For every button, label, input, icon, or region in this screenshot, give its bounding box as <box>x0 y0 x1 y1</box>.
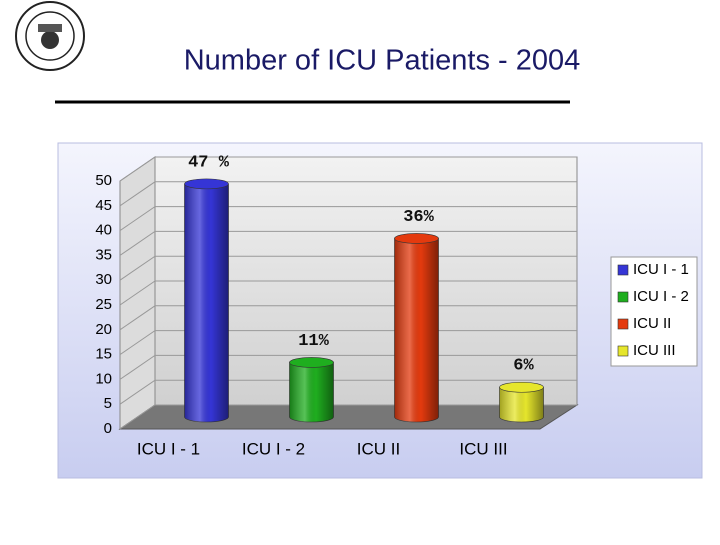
y-tick-label: 45 <box>95 197 112 214</box>
legend-label: ICU I - 1 <box>633 261 689 278</box>
bar-shade <box>184 183 229 422</box>
x-tick-label: ICU II <box>357 439 400 458</box>
legend-swatch <box>617 264 629 276</box>
y-tick-label: 35 <box>95 246 112 263</box>
bar-top <box>499 381 544 393</box>
y-tick-label: 40 <box>95 222 112 239</box>
y-tick-label: 10 <box>95 370 112 387</box>
x-tick-label: ICU I - 2 <box>242 439 305 458</box>
legend-swatch <box>617 318 629 330</box>
legend-label: ICU III <box>633 342 676 359</box>
value-label: 36% <box>403 208 434 227</box>
grid-line <box>119 181 577 207</box>
legend-label: ICU II <box>633 315 671 332</box>
value-label: 47 % <box>188 153 230 172</box>
legend-label: ICU I - 2 <box>633 288 689 305</box>
value-label: 11% <box>298 332 329 351</box>
bar-top <box>394 233 439 244</box>
y-tick-label: 50 <box>95 172 112 189</box>
y-tick-label: 30 <box>95 271 112 288</box>
bar <box>289 357 334 423</box>
y-tick-label: 25 <box>95 296 112 313</box>
y-tick-label: 15 <box>95 346 112 363</box>
legend-swatch <box>617 345 629 357</box>
bar-shade <box>289 362 334 422</box>
bar <box>184 178 229 423</box>
value-label: 6% <box>513 357 534 376</box>
y-tick-label: 20 <box>95 321 112 338</box>
bar <box>499 381 544 423</box>
bar-shade <box>394 238 439 422</box>
x-tick-label: ICU III <box>459 439 507 458</box>
grid-line <box>119 156 577 182</box>
bar-shade <box>499 387 544 422</box>
grid-line <box>119 230 577 256</box>
legend-swatch <box>617 291 629 303</box>
grid-line <box>119 206 577 232</box>
y-tick-label: 0 <box>104 420 112 437</box>
bar-top <box>289 357 334 368</box>
x-tick-label: ICU I - 1 <box>137 439 200 458</box>
bar-top <box>184 178 229 190</box>
logo <box>15 1 85 71</box>
bar <box>394 233 439 423</box>
y-tick-label: 5 <box>104 395 112 412</box>
slide-title: Number of ICU Patients - 2004 <box>184 45 581 77</box>
plot: 0 5 10 15 20 25 30 35 40 45 50 ICU I - 1 47 % ICU I -… <box>95 153 689 458</box>
